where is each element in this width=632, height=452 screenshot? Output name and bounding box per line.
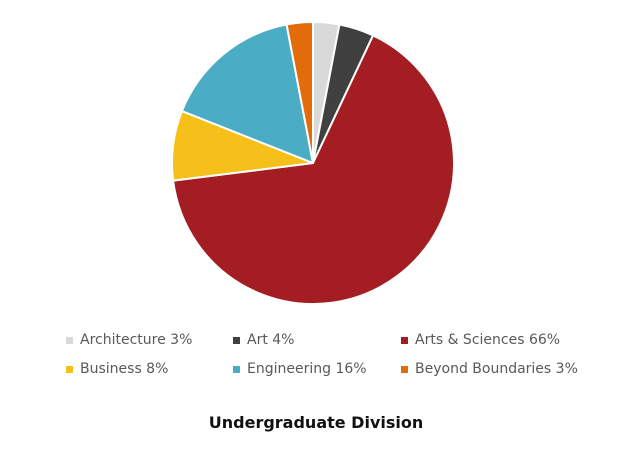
- legend-swatch-architecture: [66, 336, 73, 344]
- legend-swatch-arts-sciences: [401, 336, 408, 344]
- legend: Architecture 3% Art 4% Arts & Sciences 6…: [0, 326, 632, 386]
- legend-item-architecture: Architecture 3%: [66, 332, 192, 348]
- legend-item-arts-sciences: Arts & Sciences 66%: [401, 332, 560, 348]
- legend-item-art: Art 4%: [233, 332, 294, 348]
- legend-label-business: Business 8%: [80, 361, 169, 377]
- legend-label-architecture: Architecture 3%: [80, 332, 193, 348]
- legend-item-engineering: Engineering 16%: [233, 361, 367, 377]
- legend-label-engineering: Engineering 16%: [247, 361, 367, 377]
- legend-label-art: Art 4%: [247, 332, 295, 348]
- pie-chart: [170, 21, 455, 305]
- legend-item-beyond-boundaries: Beyond Boundaries 3%: [401, 361, 578, 377]
- pie-slice-4: [180, 23, 314, 164]
- legend-swatch-beyond-boundaries: [401, 365, 408, 373]
- legend-swatch-engineering: [233, 365, 240, 373]
- legend-label-beyond-boundaries: Beyond Boundaries 3%: [415, 361, 578, 377]
- legend-label-arts-sciences: Arts & Sciences 66%: [415, 332, 561, 348]
- pie-slice-5: [285, 21, 314, 164]
- legend-swatch-business: [66, 365, 73, 373]
- chart-title: Undergraduate Division: [208, 413, 424, 432]
- pie-slice-2: [172, 34, 455, 305]
- legend-swatch-art: [233, 336, 240, 344]
- legend-item-business: Business 8%: [66, 361, 168, 377]
